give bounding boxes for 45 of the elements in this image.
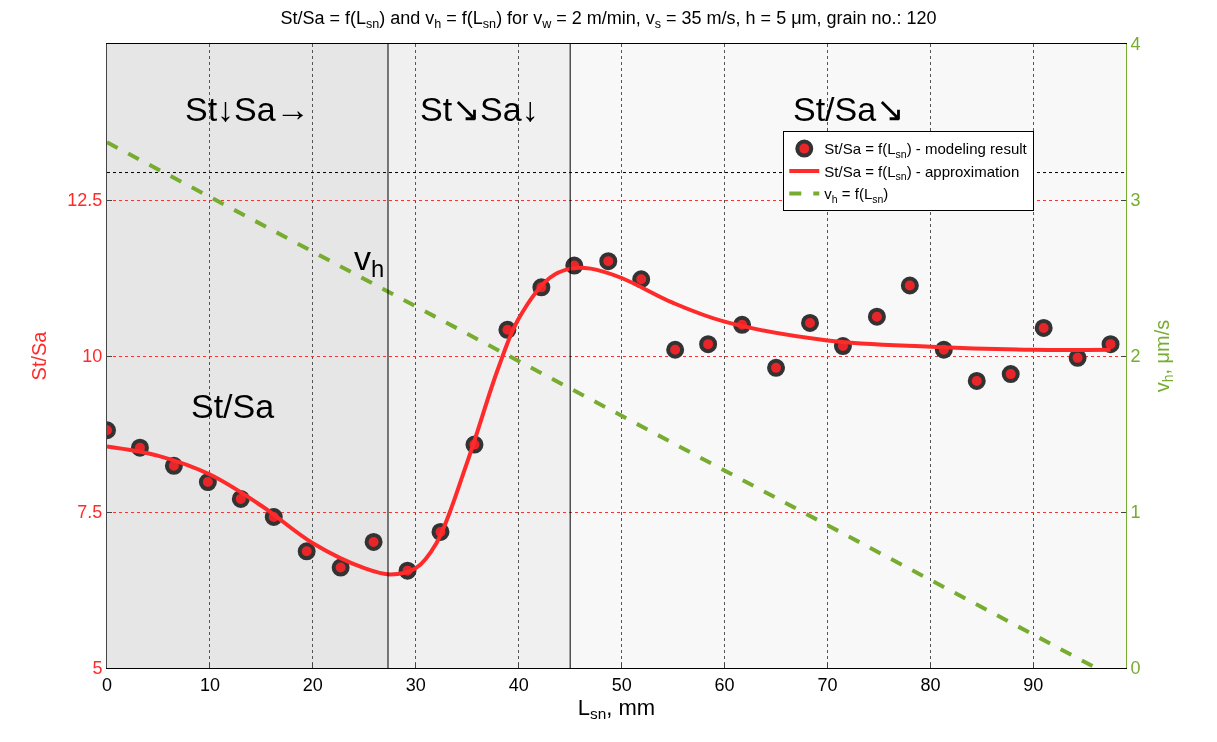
y2-tick-label: 0 [1130,658,1141,679]
x-axis-title: L$_{sn}$, mm [577,694,656,723]
y-tick-label: 5 [92,658,103,679]
point [867,307,886,326]
point [699,335,718,354]
x-tick-label: 60 [714,674,735,695]
point [767,358,786,377]
band-label: St/Sa↘ [793,90,905,128]
point [1034,318,1053,337]
x-tick-label: 10 [199,674,220,695]
annotation: v$_{h}$ [354,239,385,283]
annotation: St/Sa [191,387,275,425]
point [666,340,685,359]
x-tick-label: 70 [817,674,838,695]
chart-title: St/Sa = f(L$_{sn}$) and v$_{h}$ = f(L$_{sn}$) for v$_{w}$ = 2 m/min, v$_{s}$ = 35 m/s, h = 5 μm, grain no.: 120 [280,7,937,31]
x-tick-label: 80 [920,674,941,695]
x-tick-label: 20 [302,674,323,695]
point [1101,335,1120,354]
point [967,371,986,390]
x-tick-label: 50 [611,674,632,695]
point [297,542,316,561]
x-tick-label: 0 [101,674,113,695]
y-tick-label: 12.5 [67,190,103,211]
point [801,313,820,332]
x-tick-label: 30 [405,674,426,695]
x-tick-label: 90 [1023,674,1044,695]
y2-tick-label: 4 [1130,34,1141,55]
band-label: St↓Sa→ [185,90,310,128]
point [1001,365,1020,384]
point [198,473,217,492]
y2-tick-label: 2 [1130,346,1141,367]
legend-label: St/Sa = f(L$_{sn}$) - modeling result [824,140,1028,160]
point [900,276,919,295]
x-tick-label: 40 [508,674,529,695]
y-tick-label: 10 [82,346,103,367]
legend-label: v$_{h}$ = f(L$_{sn}$) [824,185,889,205]
y-tick-label: 7.5 [77,502,103,523]
point [331,558,350,577]
y2-tick-label: 3 [1130,190,1141,211]
y-axis-title: St/Sa [27,330,50,381]
band-label: St↘Sa↓ [420,90,539,128]
y2-tick-label: 1 [1130,502,1141,523]
point [599,252,618,271]
point [364,532,383,551]
legend-label: St/Sa = f(L$_{sn}$) - approximation [824,162,1020,183]
